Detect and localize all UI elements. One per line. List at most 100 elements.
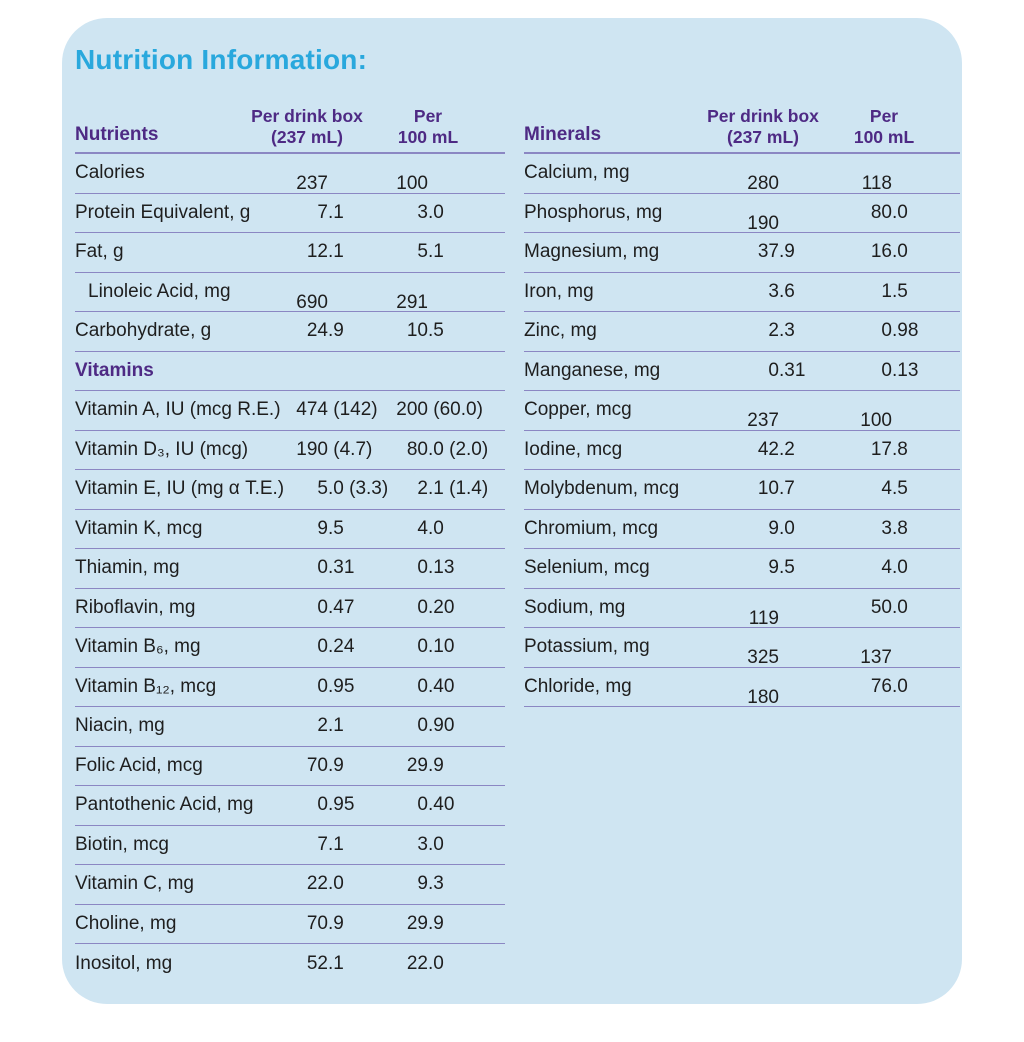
table-row: Protein Equivalent, g 7.1 3.0: [75, 194, 505, 233]
table-row: Potassium, mg 325 137: [524, 628, 960, 668]
nutrient-label: Vitamin B₆, mg: [75, 636, 201, 658]
value-per-100ml: 0.10: [417, 636, 455, 658]
value-per-100ml: 3.0: [417, 201, 444, 223]
table-row: Phosphorus, mg 190 80.0: [524, 194, 960, 234]
value-per-100ml: 2.1 (1.4): [417, 478, 489, 500]
section-header-row: Vitamins: [75, 352, 505, 391]
value-per-100ml: 10.5: [406, 320, 444, 342]
nutrient-label: Niacin, mg: [75, 715, 165, 737]
table-row: Vitamin D₃, IU (mcg) 190 (4.7) 80.0 (2.0): [75, 431, 505, 470]
table-row: Selenium, mcg 9.5 4.0: [524, 549, 960, 589]
nutrient-label: Vitamin D₃, IU (mcg): [75, 438, 249, 460]
value-per-drink-box: 9.0: [768, 517, 795, 539]
value-per-100ml: 50.0: [870, 596, 908, 618]
nutrient-label: Copper, mcg: [524, 399, 632, 421]
minerals-table: Minerals Per drink box (237 mL) Per 100 …: [524, 92, 960, 984]
nutrient-label: Vitamin C, mg: [75, 873, 194, 895]
nutrient-label: Choline, mg: [75, 912, 177, 934]
value-per-100ml: 4.0: [417, 517, 444, 539]
value-per-100ml: 0.40: [417, 794, 455, 816]
value-per-drink-box: 70.9: [306, 754, 344, 776]
table-row: Pantothenic Acid, mg 0.95 0.40: [75, 786, 505, 826]
table-row: Folic Acid, mcg 70.9 29.9: [75, 747, 505, 786]
value-per-drink-box: 70.9: [306, 912, 344, 934]
value-per-drink-box: 3.6: [768, 280, 795, 302]
page-title: Nutrition Information:: [75, 44, 368, 75]
nutrient-label: Carbohydrate, g: [75, 320, 212, 342]
nutrient-label: Iodine, mcg: [524, 438, 623, 460]
table-row: Copper, mcg 237 100: [524, 391, 960, 431]
value-per-drink-box: 0.31: [768, 359, 806, 381]
table-row: Vitamin B₆, mg 0.24 0.10: [75, 628, 505, 668]
value-per-100ml: 3.0: [417, 833, 444, 855]
value-per-100ml: 29.9: [406, 754, 444, 776]
table-row: Chloride, mg 180 76.0: [524, 668, 960, 708]
nutrient-label: Linoleic Acid, mg: [88, 280, 231, 302]
table-row: Calories 237 100: [75, 154, 505, 194]
nutrient-label: Fat, g: [75, 241, 124, 263]
value-per-drink-box: 9.5: [768, 557, 795, 579]
table-row: Iron, mg 3.6 1.5: [524, 273, 960, 312]
table-row: Vitamin B₁₂, mcg 0.95 0.40: [75, 668, 505, 707]
nutrient-label: Riboflavin, mg: [75, 596, 196, 618]
table-row: Zinc, mg 2.3 0.98: [524, 312, 960, 352]
value-per-100ml: 0.40: [417, 675, 455, 697]
value-per-100ml: 9.3: [417, 873, 444, 895]
minerals-column-title: Minerals: [524, 124, 602, 145]
value-per-100ml: 4.5: [881, 478, 908, 500]
nutrient-label: Iron, mg: [524, 280, 594, 302]
value-per-drink-box: 0.47: [317, 596, 355, 618]
value-per-drink-box: 42.2: [757, 438, 795, 460]
value-per-100ml: 1.5: [881, 280, 908, 302]
value-per-drink-box: 7.1: [317, 833, 344, 855]
value-per-100ml: 3.8: [881, 517, 908, 539]
nutrient-label: Folic Acid, mcg: [75, 754, 203, 776]
value-per-100ml: 17.8: [870, 438, 908, 460]
value-per-100ml: 4.0: [881, 557, 908, 579]
nutrient-label: Pantothenic Acid, mg: [75, 794, 254, 816]
table-row: Choline, mg 70.9 29.9: [75, 905, 505, 944]
value-per-100ml: 5.1: [417, 241, 444, 263]
nutrient-label: Magnesium, mg: [524, 241, 660, 263]
per-100ml-header: Per 100 mL: [397, 106, 459, 147]
table-row: Riboflavin, mg 0.47 0.20: [75, 589, 505, 628]
table-row: Manganese, mg 0.31 0.13: [524, 352, 960, 391]
value-per-drink-box: 10.7: [757, 478, 795, 500]
value-per-drink-box: 0.95: [317, 675, 355, 697]
value-per-drink-box: 5.0 (3.3): [317, 478, 389, 500]
value-per-drink-box: 2.3: [768, 320, 795, 342]
table-row: Calcium, mg 280 118: [524, 154, 960, 194]
nutrient-label: Calories: [75, 162, 145, 184]
nutrient-label: Selenium, mcg: [524, 557, 650, 579]
per-100ml-header: Per 100 mL: [853, 106, 915, 147]
per-drink-box-header: Per drink box (237 mL): [707, 106, 819, 147]
nutrient-label: Zinc, mg: [524, 320, 597, 342]
nutrients-table-header: Nutrients Per drink box (237 mL) Per 100…: [75, 92, 505, 154]
table-row: Fat, g 12.1 5.1: [75, 233, 505, 273]
value-per-100ml: 29.9: [406, 912, 444, 934]
table-row: Biotin, mcg 7.1 3.0: [75, 826, 505, 865]
nutrient-label: Potassium, mg: [524, 636, 650, 658]
table-row: Vitamin C, mg 22.0 9.3: [75, 865, 505, 905]
nutrient-label: Vitamin E, IU (mg α T.E.): [75, 478, 285, 500]
table-row: Molybdenum, mcg 10.7 4.5: [524, 470, 960, 510]
table-row: Inositol, mg 52.1 22.0: [75, 944, 505, 984]
nutrient-label: Chloride, mg: [524, 675, 632, 697]
value-per-100ml: 0.20: [417, 596, 455, 618]
value-per-drink-box: 52.1: [306, 952, 344, 974]
section-title: Vitamins: [75, 359, 154, 381]
table-row: Chromium, mcg 9.0 3.8: [524, 510, 960, 549]
nutrient-label: Vitamin B₁₂, mcg: [75, 675, 217, 697]
nutrient-label: Calcium, mg: [524, 162, 630, 184]
nutrients-column-title: Nutrients: [75, 124, 159, 145]
nutrients-table: Nutrients Per drink box (237 mL) Per 100…: [75, 92, 505, 984]
value-per-drink-box: 9.5: [317, 517, 344, 539]
minerals-rows: Calcium, mg 280 118 Phosphorus, mg 190 80.0 Ma…: [524, 154, 960, 708]
table-row: Vitamin E, IU (mg α T.E.) 5.0 (3.3) 2.1 (1…: [75, 470, 505, 510]
value-per-100ml: 0.90: [417, 715, 455, 737]
value-per-100ml: 200 (60.0): [396, 399, 483, 421]
value-per-drink-box: 12.1: [306, 241, 344, 263]
nutrient-label: Sodium, mg: [524, 596, 626, 618]
value-per-drink-box: 0.31: [317, 557, 355, 579]
nutrient-label: Vitamin A, IU (mcg R.E.): [75, 399, 281, 421]
